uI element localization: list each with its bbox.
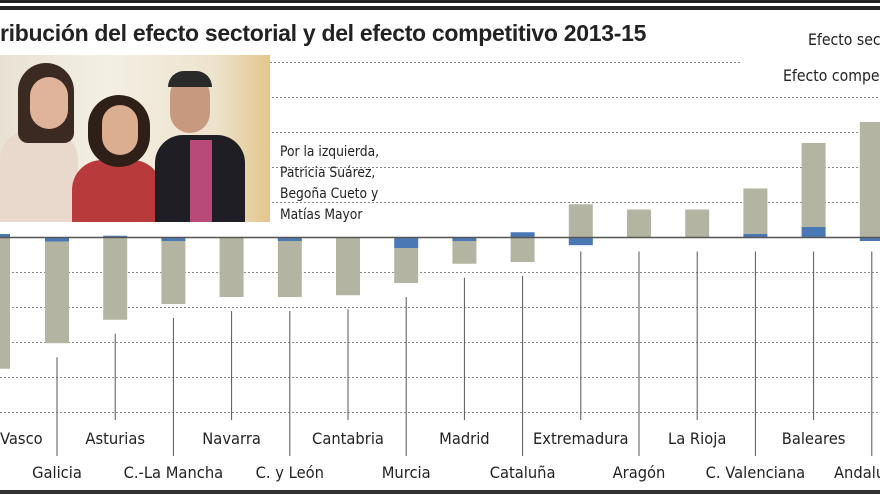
bar-competitivo xyxy=(277,237,302,241)
bar-sectorial xyxy=(510,237,535,262)
category-label: Murcia xyxy=(382,463,431,482)
bar-competitivo xyxy=(0,234,10,238)
bar-sectorial xyxy=(743,188,768,234)
bar-sectorial xyxy=(103,237,128,320)
bar-sectorial xyxy=(394,248,419,283)
bar-competitivo xyxy=(452,237,477,241)
bar-competitivo xyxy=(859,237,880,241)
bar-competitivo xyxy=(743,234,768,238)
category-label: Galicia xyxy=(32,463,82,482)
bar-sectorial xyxy=(685,209,710,238)
bar-sectorial xyxy=(859,122,880,238)
bar-competitivo xyxy=(394,237,419,248)
category-label: La Rioja xyxy=(668,429,726,448)
category-label: Navarra xyxy=(202,429,261,448)
category-label: Madrid xyxy=(439,429,490,448)
category-label: Asturias xyxy=(85,429,145,448)
caption-line: Begoña Cueto y xyxy=(280,186,379,202)
bar-competitivo xyxy=(45,237,69,242)
category-label: Cantabria xyxy=(312,429,384,448)
legend-sectorial: Efecto sec xyxy=(808,30,880,49)
bar-sectorial xyxy=(568,204,593,238)
caption-line: Por la izquierda, xyxy=(280,144,380,160)
bar-sectorial xyxy=(627,209,651,238)
bar-sectorial xyxy=(452,241,477,264)
category-label: Extremadura xyxy=(533,429,629,448)
chart-title: ribución del efecto sectorial y del efec… xyxy=(0,20,647,46)
bar-sectorial xyxy=(45,241,69,344)
caption-line: Matías Mayor xyxy=(280,207,363,223)
category-label: Cataluña xyxy=(490,463,556,482)
bottom-rule xyxy=(0,490,880,494)
category-label: Vasco xyxy=(0,429,43,448)
top-rule-thick xyxy=(0,6,880,10)
bar-sectorial xyxy=(0,237,10,369)
bar-competitivo xyxy=(161,237,186,241)
bar-sectorial xyxy=(277,241,302,297)
bar-sectorial xyxy=(161,241,186,304)
category-label: C. Valenciana xyxy=(706,463,806,482)
category-label: C. y León xyxy=(256,463,324,482)
caption-line: Patricia Suárez, xyxy=(280,165,376,181)
category-label: Baleares xyxy=(782,429,846,448)
photo-caption: Por la izquierda, Patricia Suárez, Begoñ… xyxy=(280,142,379,226)
bar-competitivo xyxy=(801,227,826,238)
bar-sectorial xyxy=(219,237,244,297)
bar-sectorial xyxy=(336,237,360,296)
category-label: Aragón xyxy=(613,463,666,482)
category-label: Andalu xyxy=(834,463,880,482)
bar-competitivo xyxy=(568,237,593,246)
bar-sectorial xyxy=(801,143,826,227)
top-rule xyxy=(0,0,880,3)
bar-competitivo xyxy=(510,232,535,238)
bar-competitivo xyxy=(103,235,128,238)
category-label: C.-La Mancha xyxy=(124,463,224,482)
legend-competitivo: Efecto compe xyxy=(783,66,880,85)
photo xyxy=(0,55,270,222)
